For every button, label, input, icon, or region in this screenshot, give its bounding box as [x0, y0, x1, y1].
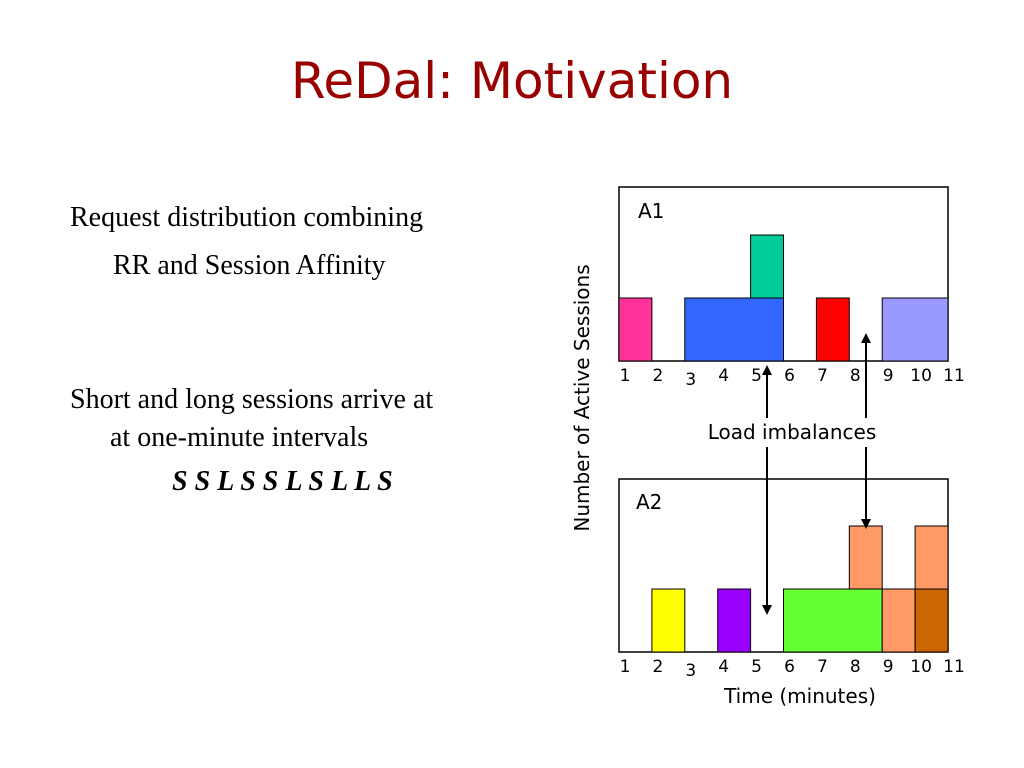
session-sequence: S S L S S L S L L S [172, 466, 393, 497]
tick-label-0-3: 3 [685, 370, 696, 390]
tick-label-0-2: 2 [652, 366, 663, 386]
tick-label-1-1: 1 [620, 657, 631, 677]
tick-label-1-7: 7 [817, 657, 828, 677]
tick-label-1-8: 8 [850, 657, 861, 677]
panel-a2-blocks [651, 525, 949, 653]
session-block-1-4 [881, 588, 916, 653]
session-block-1-5 [914, 588, 949, 653]
tick-label-0-8: 8 [850, 366, 861, 386]
session-block-1-2 [783, 588, 883, 653]
session-block-1-3 [848, 525, 883, 590]
panel-a1-ticks: 1 2 3 4 5 6 7 8 9 10 11 [620, 366, 965, 390]
tick-label-1-6: 6 [784, 657, 795, 677]
load-imbalance-annotation: Load imbalances [708, 420, 877, 444]
tick-label-1-2: 2 [652, 657, 663, 677]
panel-a2-ticks: 1 2 3 4 5 6 7 8 9 10 11 [620, 657, 965, 681]
bullet-2-line-1: Short and long sessions arrive at [70, 384, 434, 415]
tick-label-0-9: 9 [883, 366, 894, 386]
session-block-0-0 [618, 297, 653, 362]
tick-label-0-11: 11 [943, 366, 965, 386]
panel-a1: A1 1 2 3 4 5 6 7 8 9 10 11 [618, 186, 965, 390]
session-block-0-4 [881, 297, 949, 362]
bullet-2-line-2: at one-minute intervals [110, 422, 369, 453]
session-block-1-6 [914, 525, 949, 590]
session-block-0-3 [815, 297, 850, 362]
session-block-1-0 [651, 588, 686, 653]
tick-label-1-3: 3 [685, 661, 696, 681]
tick-label-0-5: 5 [751, 366, 762, 386]
tick-label-0-7: 7 [817, 366, 828, 386]
session-block-0-2 [750, 234, 784, 299]
tick-label-1-5: 5 [751, 657, 762, 677]
y-axis-label: Number of Active Sessions [570, 264, 594, 531]
panel-a1-blocks [618, 234, 949, 362]
tick-label-1-9: 9 [883, 657, 894, 677]
tick-label-1-11: 11 [943, 657, 965, 677]
slide-title: ReDal: Motivation [290, 52, 734, 110]
tick-label-0-6: 6 [784, 366, 795, 386]
tick-label-1-10: 10 [910, 657, 932, 677]
panel-a1-label: A1 [638, 199, 664, 223]
tick-label-0-10: 10 [910, 366, 932, 386]
bullet-1-line-1: Request distribution combining [70, 202, 424, 233]
tick-label-0-4: 4 [718, 366, 729, 386]
session-block-0-1 [684, 297, 784, 362]
bullet-1-line-2: RR and Session Affinity [113, 250, 386, 281]
tick-label-0-1: 1 [620, 366, 631, 386]
session-block-1-1 [717, 588, 752, 653]
tick-label-1-4: 4 [718, 657, 729, 677]
panel-a2: A2 1 2 3 4 5 6 7 8 9 10 11 [618, 478, 965, 681]
x-axis-label: Time (minutes) [723, 684, 876, 708]
panel-a2-label: A2 [636, 490, 662, 514]
